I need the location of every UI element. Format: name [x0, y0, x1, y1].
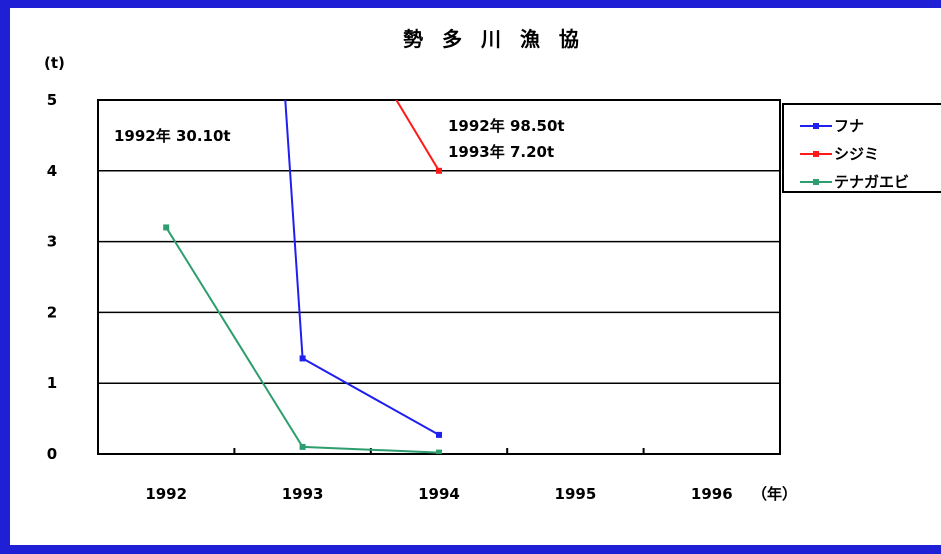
series-line	[165, 226, 440, 454]
data-point	[163, 224, 170, 231]
data-point	[299, 443, 306, 450]
x-axis-label: （年）	[752, 485, 797, 503]
legend-label: フナ	[834, 117, 864, 135]
x-tick-label: 1995	[555, 485, 597, 503]
x-tick-labels: 1992 1993 1994 1995 1996	[145, 448, 733, 503]
y-tick-label: 1	[47, 374, 57, 392]
chart-title: 勢 多 川 漁 協	[403, 27, 585, 51]
annotation-shijimi-1992: 1992年 98.50t	[448, 117, 565, 135]
plot-border	[97, 99, 781, 455]
legend-label: テナガエビ	[834, 173, 909, 191]
y-tick-label: 3	[47, 233, 57, 251]
legend-swatch-marker	[813, 151, 819, 157]
y-tick-label: 0	[47, 445, 57, 463]
data-point	[436, 431, 442, 438]
legend-swatch-marker	[813, 123, 819, 129]
series-line	[284, 100, 440, 436]
y-tick-labels: 0 1 2 3 4 5	[47, 91, 57, 463]
gridlines	[98, 170, 780, 384]
legend-box	[782, 103, 941, 193]
legend-swatch-marker	[813, 179, 819, 185]
series-group	[163, 100, 442, 454]
y-tick-label: 5	[47, 91, 57, 109]
x-tick-label: 1993	[282, 485, 324, 503]
data-point	[436, 167, 442, 174]
data-point	[436, 449, 442, 454]
legend-label: シジミ	[834, 145, 879, 163]
x-tick-label: 1992	[145, 485, 187, 503]
y-tick-label: 2	[47, 303, 57, 321]
y-tick-label: 4	[47, 162, 57, 180]
annotation-shijimi-1993: 1993年 7.20t	[448, 143, 554, 161]
series-line	[395, 100, 440, 172]
y-axis-label: (t)	[44, 54, 65, 72]
data-point	[299, 355, 306, 362]
x-tick-label: 1994	[418, 485, 460, 503]
annotation-funa-1992: 1992年 30.10t	[114, 127, 231, 145]
x-tick-label: 1996	[691, 485, 733, 503]
